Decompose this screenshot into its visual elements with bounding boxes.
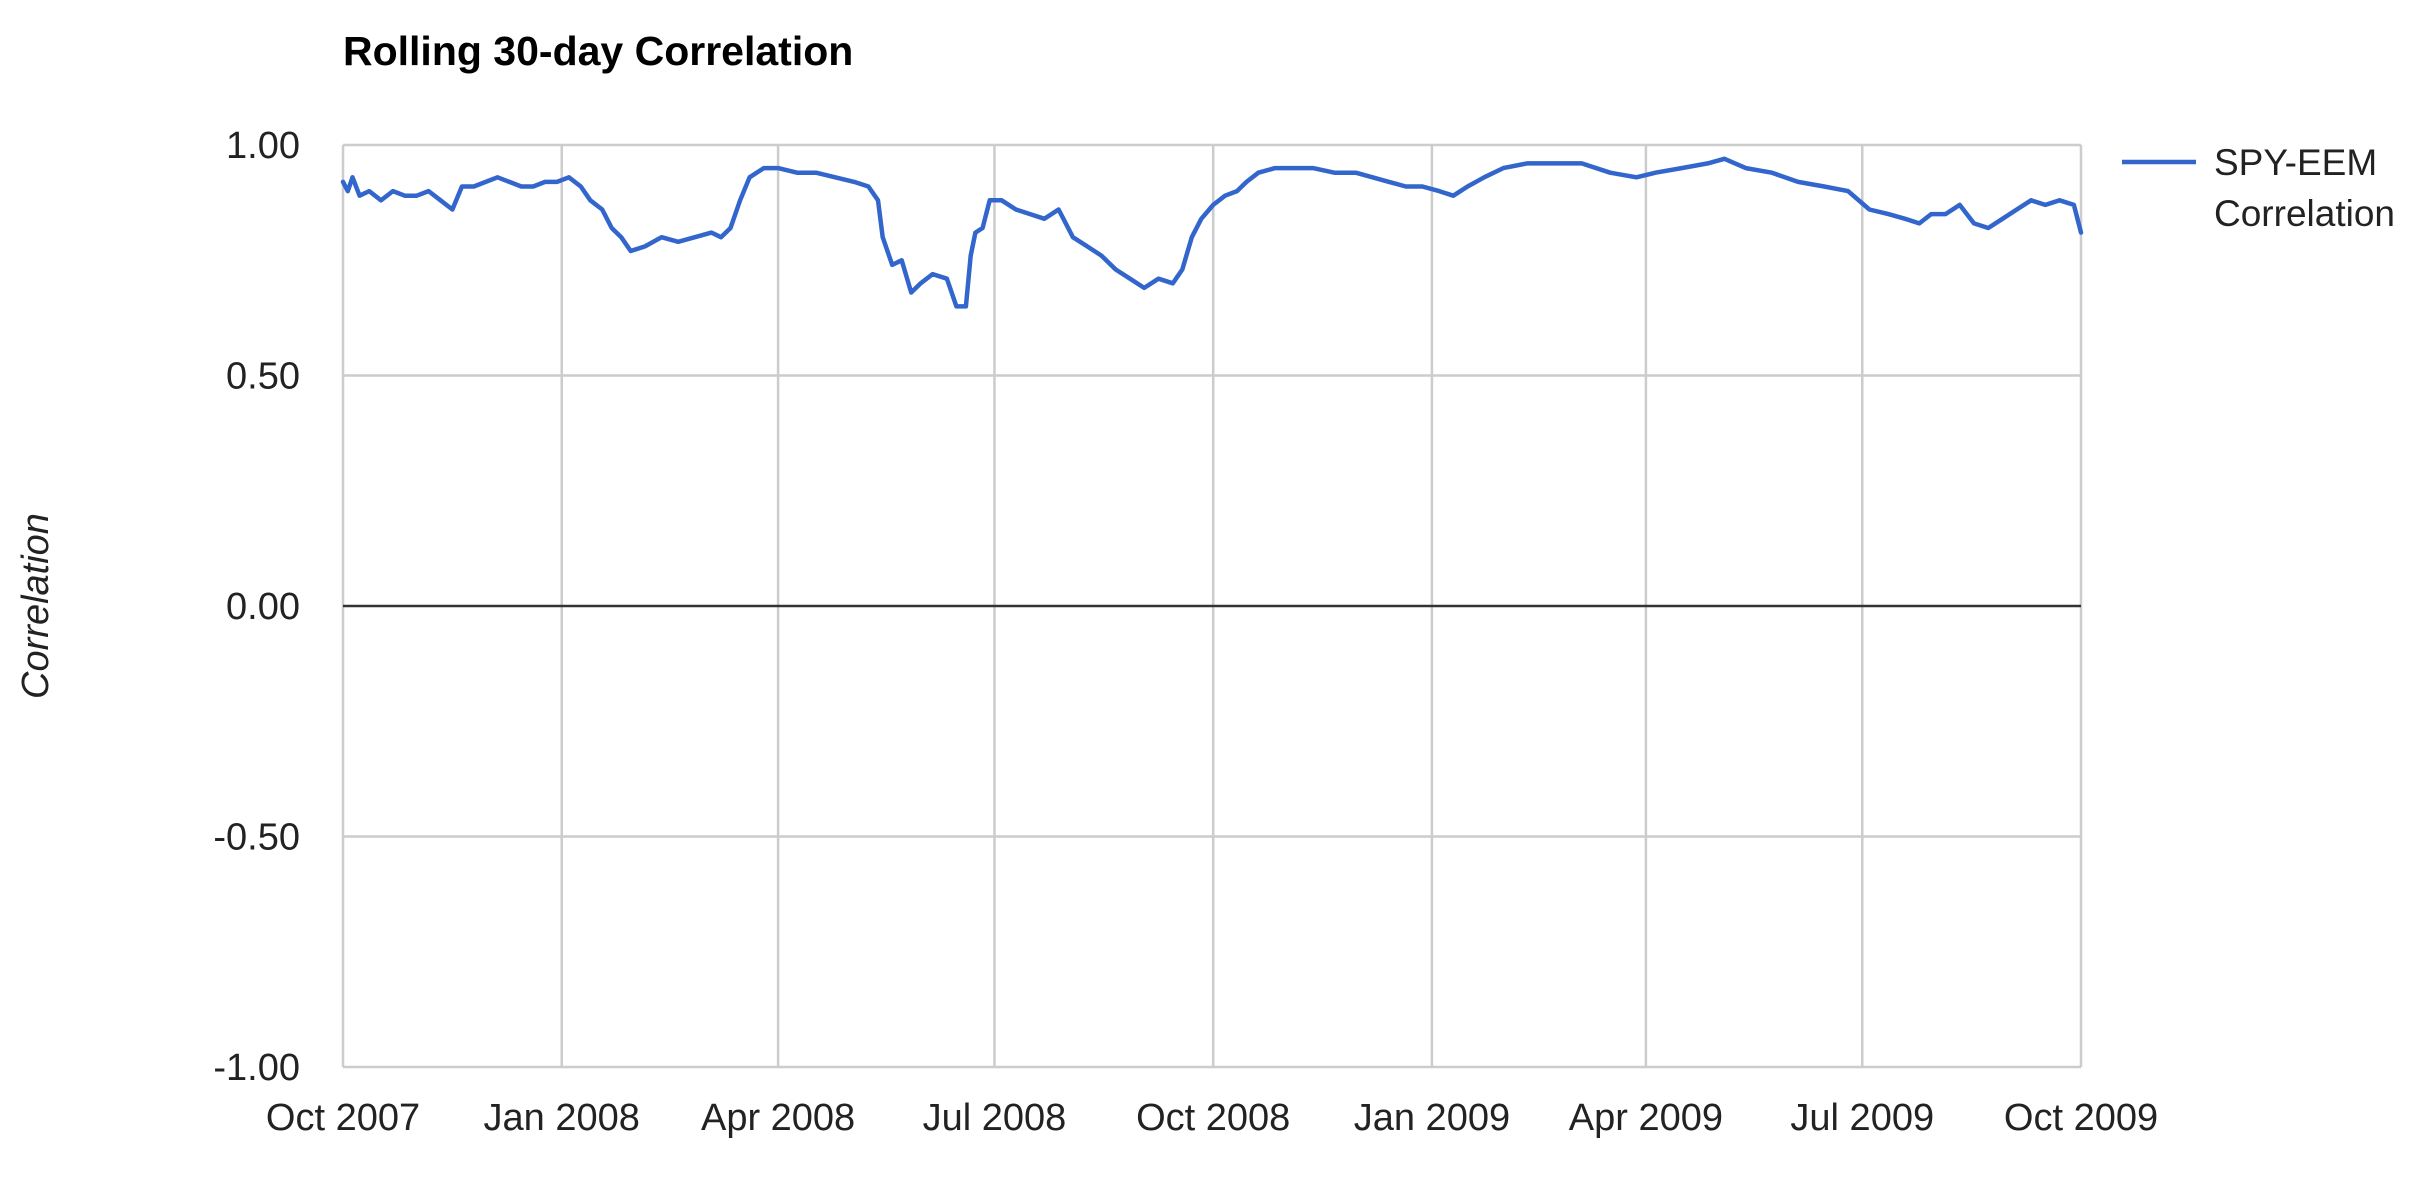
y-axis-label: Correlation <box>15 513 57 699</box>
y-tick-label: -0.50 <box>213 817 300 859</box>
x-tick-label: Apr 2009 <box>1569 1097 1723 1139</box>
y-tick-label: -1.00 <box>213 1047 300 1089</box>
x-tick-label: Oct 2008 <box>1136 1097 1290 1139</box>
x-tick-label: Apr 2008 <box>701 1097 855 1139</box>
x-tick-label: Jan 2008 <box>484 1097 640 1139</box>
x-tick-label: Jul 2008 <box>923 1097 1067 1139</box>
y-tick-label: 0.50 <box>226 356 300 398</box>
y-tick-label: 1.00 <box>226 125 300 167</box>
legend[interactable]: SPY-EEM Correlation <box>2122 142 2395 234</box>
series-line-0[interactable] <box>340 156 2084 309</box>
series-layer <box>340 156 2084 309</box>
x-tick-label: Jan 2009 <box>1354 1097 1510 1139</box>
x-tick-label: Jul 2009 <box>1790 1097 1934 1139</box>
legend-label: SPY-EEM Correlation <box>2214 142 2395 234</box>
x-tick-label: Oct 2007 <box>266 1097 420 1139</box>
chart-title: Rolling 30-day Correlation <box>343 28 853 74</box>
x-tick-label: Oct 2009 <box>2004 1097 2158 1139</box>
x-axis-ticks: Oct 2007 Jan 2008 Apr 2008 Jul 2008 Oct 2008… <box>266 1097 2158 1139</box>
y-axis-ticks: 1.00 0.50 0.00 -0.50 -1.00 <box>213 125 300 1089</box>
y-tick-label: 0.00 <box>226 586 300 628</box>
